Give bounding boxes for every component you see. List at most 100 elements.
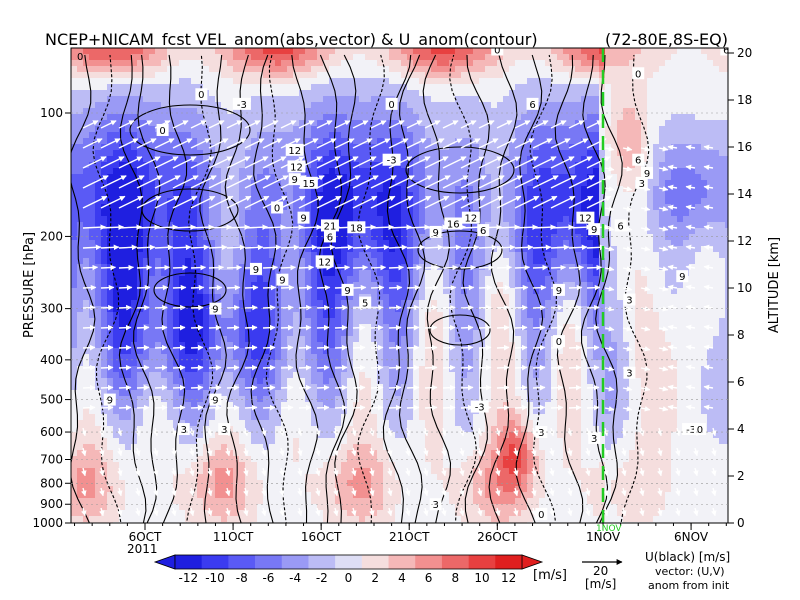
heatmap-cell [239, 414, 246, 421]
heatmap-cell [425, 102, 432, 109]
heatmap-cell [161, 192, 168, 199]
heatmap-cell [317, 330, 324, 337]
heatmap-cell [293, 252, 300, 259]
heatmap-cell [305, 300, 312, 307]
heatmap-cell [353, 372, 360, 379]
heatmap-cell [71, 210, 78, 217]
heatmap-cell [275, 366, 282, 373]
heatmap-cell [185, 468, 192, 475]
heatmap-cell [329, 300, 336, 307]
heatmap-cell [89, 438, 96, 445]
heatmap-cell [329, 60, 336, 67]
heatmap-cell [71, 114, 78, 121]
heatmap-cell [233, 420, 240, 427]
heatmap-cell [287, 456, 294, 463]
heatmap-cell [131, 108, 138, 115]
heatmap-cell [251, 420, 258, 427]
heatmap-cell [407, 480, 414, 487]
heatmap-cell [305, 390, 312, 397]
heatmap-cell [317, 126, 324, 133]
heatmap-cell [215, 480, 222, 487]
heatmap-cell [227, 72, 234, 79]
heatmap-cell [167, 420, 174, 427]
heatmap-cell [347, 186, 354, 193]
heatmap-cell [167, 378, 174, 385]
heatmap-cell [401, 168, 408, 175]
heatmap-cell [203, 294, 210, 301]
heatmap-cell [425, 348, 432, 355]
heatmap-cell [113, 510, 120, 517]
heatmap-cell [317, 96, 324, 103]
heatmap-cell [323, 360, 330, 367]
heatmap-cell [197, 228, 204, 235]
heatmap-cell [365, 378, 372, 385]
heatmap-cell [245, 294, 252, 301]
heatmap-cell [311, 306, 318, 313]
heatmap-cell [239, 204, 246, 211]
heatmap-cell [281, 168, 288, 175]
heatmap-cell [317, 420, 324, 427]
heatmap-cell [365, 480, 372, 487]
heatmap-cell [269, 426, 276, 433]
heatmap-cell [377, 138, 384, 145]
heatmap-cell [143, 72, 150, 79]
heatmap-cell [275, 240, 282, 247]
heatmap-cell [425, 186, 432, 193]
heatmap-cell [203, 114, 210, 121]
heatmap-cell [215, 102, 222, 109]
heatmap-cell [239, 150, 246, 157]
heatmap-cell [311, 318, 318, 325]
heatmap-cell [167, 126, 174, 133]
heatmap-cell [167, 468, 174, 475]
heatmap-cell [125, 378, 132, 385]
heatmap-cell [419, 348, 426, 355]
heatmap-cell [443, 138, 450, 145]
heatmap-cell [83, 462, 90, 469]
heatmap-cell [113, 444, 120, 451]
heatmap-cell [263, 396, 270, 403]
heatmap-cell [293, 330, 300, 337]
heatmap-cell [341, 132, 348, 139]
heatmap-cell [383, 270, 390, 277]
heatmap-cell [371, 54, 378, 61]
heatmap-cell [245, 90, 252, 97]
heatmap-cell [239, 48, 246, 55]
heatmap-cell [377, 234, 384, 241]
heatmap-cell [149, 318, 156, 325]
heatmap-cell [353, 348, 360, 355]
heatmap-cell [221, 504, 228, 511]
heatmap-cell [275, 180, 282, 187]
heatmap-cell [197, 162, 204, 169]
heatmap-cell [287, 192, 294, 199]
heatmap-cell [95, 144, 102, 151]
heatmap-cell [227, 102, 234, 109]
heatmap-cell [299, 342, 306, 349]
heatmap-cell [125, 168, 132, 175]
heatmap-cell [77, 318, 84, 325]
heatmap-cell [377, 102, 384, 109]
heatmap-cell [395, 270, 402, 277]
heatmap-cell [383, 492, 390, 499]
heatmap-cell [353, 144, 360, 151]
heatmap-cell [203, 306, 210, 313]
heatmap-cell [239, 384, 246, 391]
heatmap-cell [95, 408, 102, 415]
heatmap-cell [311, 378, 318, 385]
heatmap-cell [89, 420, 96, 427]
heatmap-cell [413, 108, 420, 115]
heatmap-cell [83, 156, 90, 163]
heatmap-cell [137, 318, 144, 325]
heatmap-cell [269, 414, 276, 421]
heatmap-cell [179, 66, 186, 73]
heatmap-cell [251, 510, 258, 517]
heatmap-cell [239, 474, 246, 481]
heatmap-cell [179, 300, 186, 307]
heatmap-cell [77, 120, 84, 127]
heatmap-cell [329, 474, 336, 481]
heatmap-cell [299, 138, 306, 145]
heatmap-cell [311, 204, 318, 211]
heatmap-cell [167, 336, 174, 343]
heatmap-cell [227, 48, 234, 55]
heatmap-cell [287, 336, 294, 343]
heatmap-cell [347, 210, 354, 217]
